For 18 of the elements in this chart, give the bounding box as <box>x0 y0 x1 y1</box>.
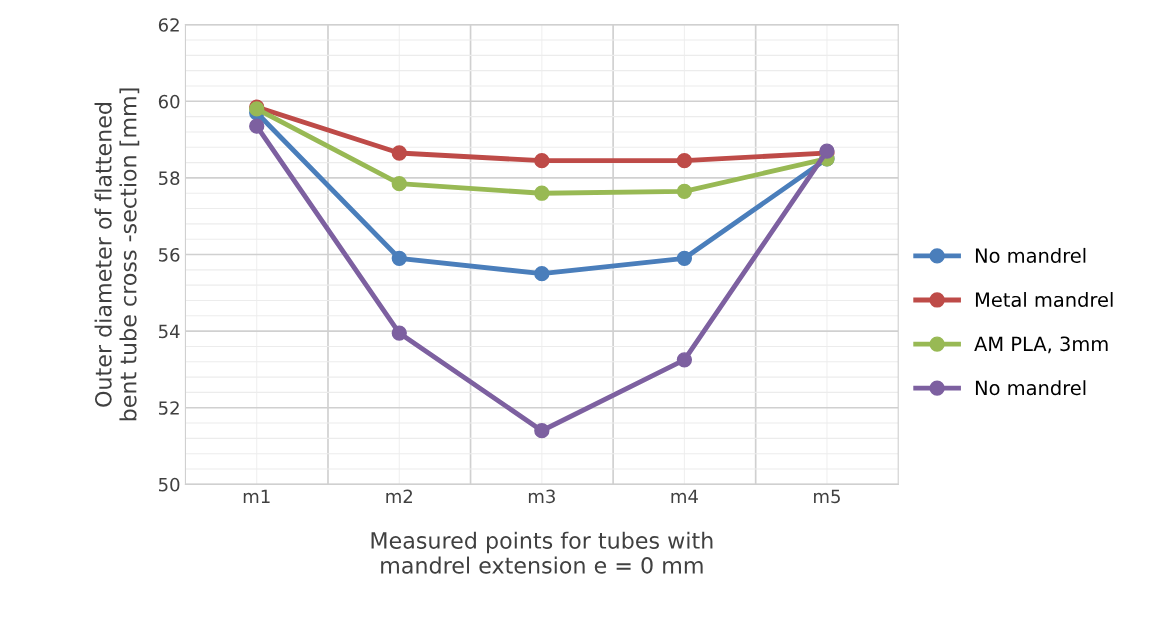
x-tick-label: m3 <box>528 489 555 504</box>
y-tick-label: 60 <box>158 94 180 109</box>
y-axis-title: Outer diameter of flattened bent tube cross -section [mm] <box>94 88 140 421</box>
x-tick-label: m5 <box>814 489 840 504</box>
legend-label: No mandrel <box>975 247 1086 263</box>
legend-label: AM PLA, 3mm <box>974 336 1108 354</box>
legend-label: No mandrel <box>975 380 1086 396</box>
y-tick-label: 50 <box>159 477 180 492</box>
x-tick-label: m1 <box>243 489 270 503</box>
y-tick-label: 52 <box>159 401 179 415</box>
y-tick-label: 62 <box>158 18 179 32</box>
y-tick-label: 54 <box>159 324 180 339</box>
y-tick-label: 56 <box>159 247 180 262</box>
x-tick-label: m2 <box>386 489 413 503</box>
y-tick-label: 58 <box>159 171 180 186</box>
legend-label: Metal mandrel <box>975 292 1113 308</box>
x-axis-title: Measured points for tubes with mandrel extension e = 0 mm <box>371 531 713 574</box>
x-tick-label: m4 <box>671 489 698 503</box>
